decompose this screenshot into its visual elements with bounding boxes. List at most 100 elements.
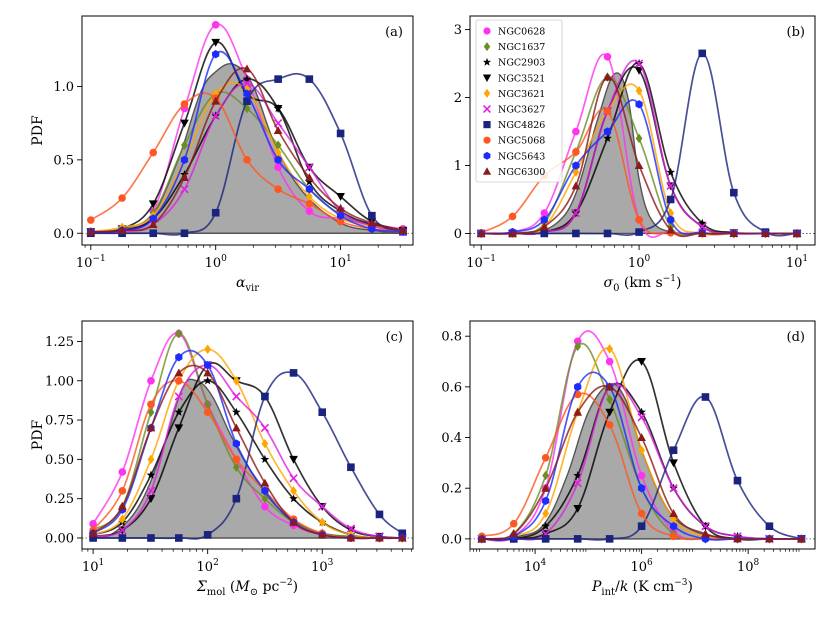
data-point [174, 368, 184, 377]
panel-label: (c) [386, 330, 403, 345]
data-point [603, 133, 612, 142]
data-point [289, 517, 298, 526]
y-tick-label: 0.50 [45, 453, 74, 468]
data-point [540, 209, 549, 217]
data-point [605, 408, 615, 417]
data-point [347, 463, 355, 472]
data-point [203, 376, 212, 385]
data-point [701, 393, 710, 401]
series-ngc6300 [88, 364, 407, 542]
y-tick-label: 0.2 [441, 482, 462, 497]
data-point [260, 454, 270, 464]
data-point [261, 493, 269, 504]
data-point [637, 413, 646, 422]
series-ngc6300 [86, 64, 408, 236]
data-point [317, 530, 327, 539]
y-tick-label: 0 [454, 227, 462, 242]
data-point [606, 344, 614, 354]
data-point [118, 525, 127, 535]
data-point [180, 119, 189, 128]
legend-marker [482, 57, 492, 66]
data-point [765, 534, 774, 543]
data-point [797, 534, 806, 543]
data-point [572, 148, 580, 156]
data-point [697, 218, 707, 227]
data-point [86, 227, 96, 236]
data-point [305, 207, 314, 216]
data-point [666, 167, 675, 176]
data-point [572, 127, 580, 136]
x-axis-label: σ0 (km s−1) [604, 274, 682, 294]
data-point [368, 224, 376, 234]
data-point [375, 533, 384, 542]
data-point [733, 476, 742, 485]
x-tick-label: 100 [628, 254, 651, 271]
y-tick-label: 0.4 [441, 431, 462, 446]
data-point [261, 392, 269, 401]
legend-entry-ngc1637: NGC1637 [483, 42, 545, 53]
data-point [605, 382, 615, 391]
data-point [274, 140, 282, 150]
data-point [509, 529, 519, 538]
data-point [541, 483, 551, 492]
data-point [508, 212, 517, 221]
data-point [242, 79, 252, 88]
y-tick-label: 1 [454, 159, 462, 174]
plot-area [82, 328, 413, 543]
data-point [573, 504, 583, 513]
data-point [336, 211, 345, 220]
data-point [232, 439, 240, 448]
legend-marker [483, 88, 491, 98]
data-point [232, 494, 241, 503]
data-point [243, 156, 251, 164]
legend-entry-ngc5643: NGC5643 [483, 151, 545, 162]
panel-a: 10−1 100 101 0.0 0.5 1.0 (a) αvir PDF [30, 15, 414, 294]
y-tick-label: 0.5 [53, 153, 74, 168]
data-point [761, 229, 770, 237]
legend-entry-ngc6300: NGC6300 [482, 167, 545, 178]
data-point [541, 454, 550, 462]
legend-marker [483, 27, 491, 35]
legend-marker [483, 136, 491, 144]
data-point [243, 97, 251, 105]
series-ngc4826 [89, 369, 407, 542]
data-point [542, 496, 550, 506]
data-point [605, 421, 614, 429]
data-point [290, 486, 297, 496]
data-point [147, 534, 155, 542]
series-line [90, 50, 404, 233]
data-point [149, 148, 158, 157]
legend: NGC0628 NGC1637 NGC2903 NGC3521 NGC3621 NGC36… [475, 19, 563, 183]
data-point [148, 200, 158, 209]
data-point [147, 376, 155, 385]
data-point [148, 220, 158, 228]
data-point [147, 454, 155, 465]
data-point [149, 214, 157, 223]
data-point [305, 177, 314, 186]
axes-frame [469, 320, 816, 550]
data-point [242, 64, 252, 73]
panel-label: (b) [787, 25, 805, 40]
data-point [637, 358, 646, 366]
data-point [574, 341, 582, 352]
data-point [211, 21, 220, 29]
y-tick-label: 1.25 [45, 335, 74, 350]
data-point [175, 328, 183, 339]
data-point [273, 126, 283, 134]
data-point [117, 225, 127, 234]
data-point [637, 433, 646, 442]
data-point [367, 218, 377, 227]
data-point [274, 75, 282, 83]
x-tick-label: 103 [311, 558, 334, 575]
series-line [481, 395, 802, 541]
data-point [211, 96, 221, 105]
data-point [180, 229, 189, 238]
data-point [318, 517, 326, 528]
data-point [204, 344, 212, 355]
data-point [574, 382, 582, 392]
legend-entry-ngc3621: NGC3621 [483, 88, 545, 100]
data-point [605, 535, 614, 543]
y-tick-label: 0.00 [45, 531, 74, 546]
data-point [669, 459, 678, 468]
